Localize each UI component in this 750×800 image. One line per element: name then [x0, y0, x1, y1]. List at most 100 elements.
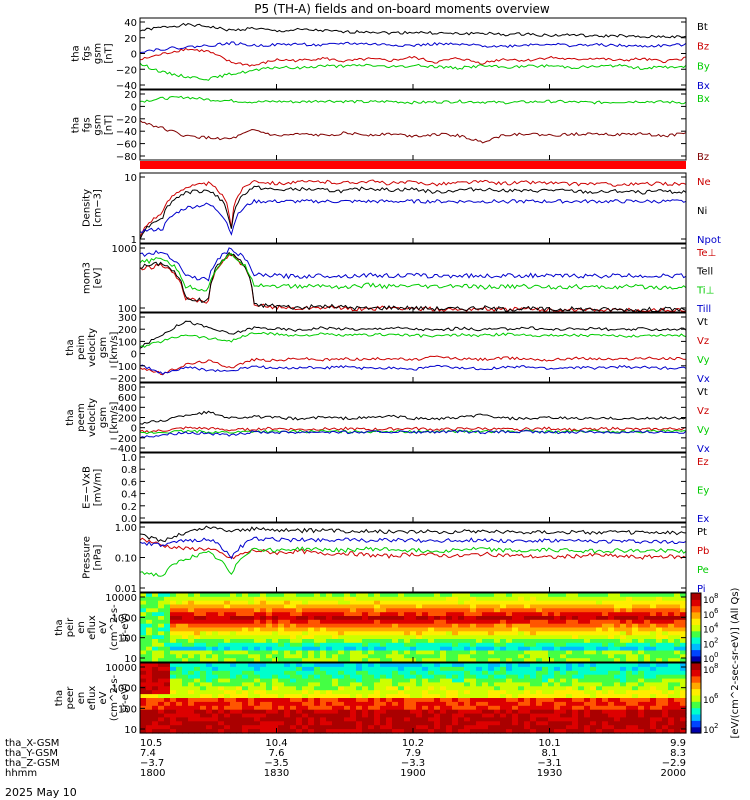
heatmap-cell: [662, 600, 669, 606]
heatmap-cell: [638, 635, 645, 640]
heatmap-cell: [566, 709, 573, 715]
heatmap-cell: [422, 666, 429, 672]
heatmap-cell: [410, 635, 417, 640]
heatmap-cell: [566, 604, 573, 609]
heatmap-cell: [458, 639, 465, 644]
heatmap-cell: [272, 631, 279, 636]
legend-Bx: Bx: [697, 81, 710, 92]
heatmap-cell: [500, 627, 507, 632]
heatmap-cell: [644, 694, 651, 699]
heatmap-cell: [608, 642, 615, 648]
heatmap-cell: [230, 725, 237, 730]
heatmap-cell: [380, 646, 387, 652]
heatmap-cell: [440, 623, 447, 629]
heatmap-cell: [146, 612, 153, 617]
heatmap-cell: [380, 635, 387, 640]
heatmap-cell: [554, 642, 561, 648]
heatmap-cell: [278, 698, 285, 703]
heatmap-cell: [278, 709, 285, 715]
heatmap-cell: [536, 682, 543, 687]
heatmap-cell: [404, 674, 411, 680]
heatmap-cell: [140, 631, 147, 636]
heatmap-cell: [536, 616, 543, 621]
heatmap-cell: [182, 701, 189, 707]
heatmap-cell: [152, 721, 159, 726]
heatmap-cell: [272, 721, 279, 726]
heatmap-cell: [146, 690, 153, 695]
heatmap-cell: [260, 686, 267, 691]
heatmap-cell: [668, 654, 675, 659]
heatmap-cell: [302, 690, 309, 695]
heatmap-cell: [674, 600, 681, 606]
heatmap-cell: [518, 698, 525, 703]
heatmap-cell: [554, 725, 561, 730]
heatmap-cell: [674, 682, 681, 687]
heatmap-cell: [272, 612, 279, 617]
heatmap-cell: [524, 663, 531, 668]
heatmap-cell: [464, 596, 471, 602]
heatmap-cell: [194, 729, 201, 734]
heatmap-cell: [488, 694, 495, 699]
heatmap-cell: [326, 721, 333, 726]
heatmap-cell: [524, 694, 531, 699]
heatmap-cell: [308, 682, 315, 687]
heatmap-cell: [404, 593, 411, 598]
heatmap-cell: [368, 593, 375, 598]
heatmap-cell: [248, 709, 255, 715]
heatmap-cell: [554, 616, 561, 621]
heatmap-cell: [644, 635, 651, 640]
heatmap-cell: [200, 604, 207, 609]
heatmap-cell: [524, 725, 531, 730]
heatmap-cell: [350, 701, 357, 707]
heatmap-cell: [392, 717, 399, 722]
heatmap-cell: [224, 709, 231, 715]
heatmap-cell: [212, 619, 219, 625]
y-axis-label: en: [76, 692, 87, 705]
heatmap-cell: [140, 619, 147, 625]
heatmap-cell: [140, 686, 147, 691]
y-axis-label: fgs: [82, 46, 93, 61]
heatmap-cell: [542, 666, 549, 672]
heatmap-cell: [596, 729, 603, 734]
heatmap-cell: [146, 616, 153, 621]
y-axis-label: peir: [65, 617, 76, 637]
heatmap-cell: [494, 690, 501, 695]
heatmap-cell: [416, 701, 423, 707]
heatmap-cell: [524, 593, 531, 598]
heatmap-cell: [392, 698, 399, 703]
heatmap-cell: [152, 698, 159, 703]
heatmap-cell: [344, 608, 351, 613]
heatmap-cell: [482, 646, 489, 652]
heatmap-cell: [674, 639, 681, 644]
heatmap-cell: [494, 619, 501, 625]
heatmap-cell: [326, 725, 333, 730]
heatmap-cell: [398, 619, 405, 625]
heatmap-cell: [236, 705, 243, 711]
heatmap-cell: [272, 701, 279, 707]
heatmap-cell: [512, 619, 519, 625]
heatmap-cell: [374, 616, 381, 621]
heatmap-cell: [326, 593, 333, 598]
heatmap-cell: [464, 642, 471, 648]
y-tick-label: 0: [131, 424, 137, 435]
heatmap-cell: [158, 713, 165, 719]
heatmap-cell: [224, 608, 231, 613]
y-tick-label: 0.01: [115, 584, 137, 595]
heatmap-cell: [548, 658, 555, 663]
heatmap-cell: [302, 654, 309, 659]
heatmap-cell: [308, 612, 315, 617]
heatmap-cell: [314, 670, 321, 676]
colorbar-segment: [691, 726, 701, 734]
heatmap-cell: [260, 642, 267, 648]
heatmap-cell: [302, 666, 309, 672]
heatmap-cell: [314, 646, 321, 652]
heatmap-cell: [386, 713, 393, 719]
heatmap-cell: [578, 631, 585, 636]
heatmap-cell: [350, 639, 357, 644]
heatmap-cell: [476, 600, 483, 606]
heatmap-cell: [542, 650, 549, 655]
heatmap-cell: [512, 642, 519, 648]
heatmap-cell: [434, 612, 441, 617]
heatmap-cell: [470, 694, 477, 699]
heatmap-cell: [638, 713, 645, 719]
